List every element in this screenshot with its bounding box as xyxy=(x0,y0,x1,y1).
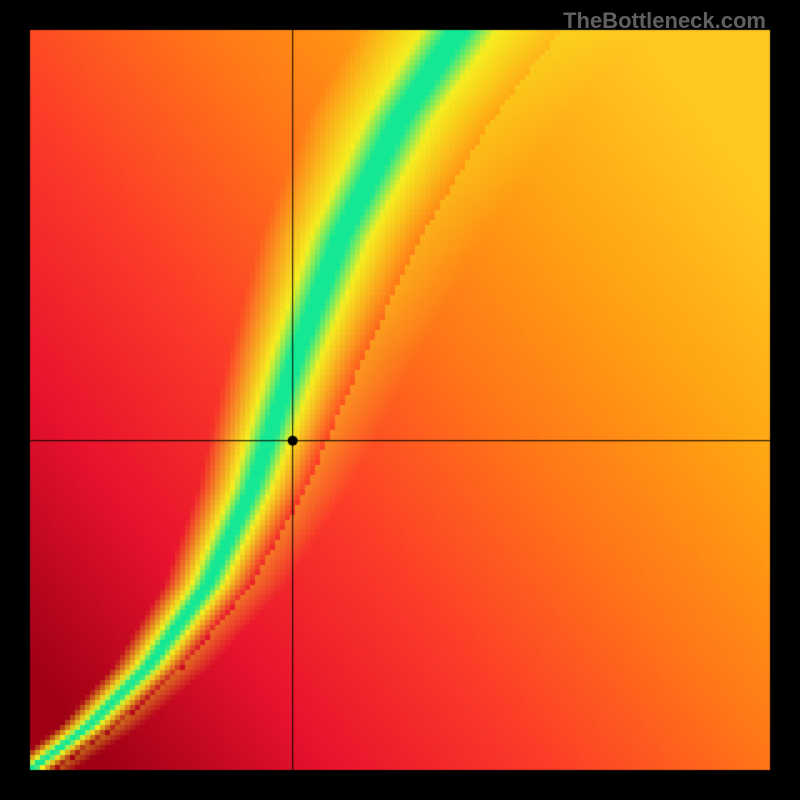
chart-container: TheBottleneck.com xyxy=(0,0,800,800)
heatmap-canvas xyxy=(0,0,800,800)
watermark-text: TheBottleneck.com xyxy=(563,8,766,34)
